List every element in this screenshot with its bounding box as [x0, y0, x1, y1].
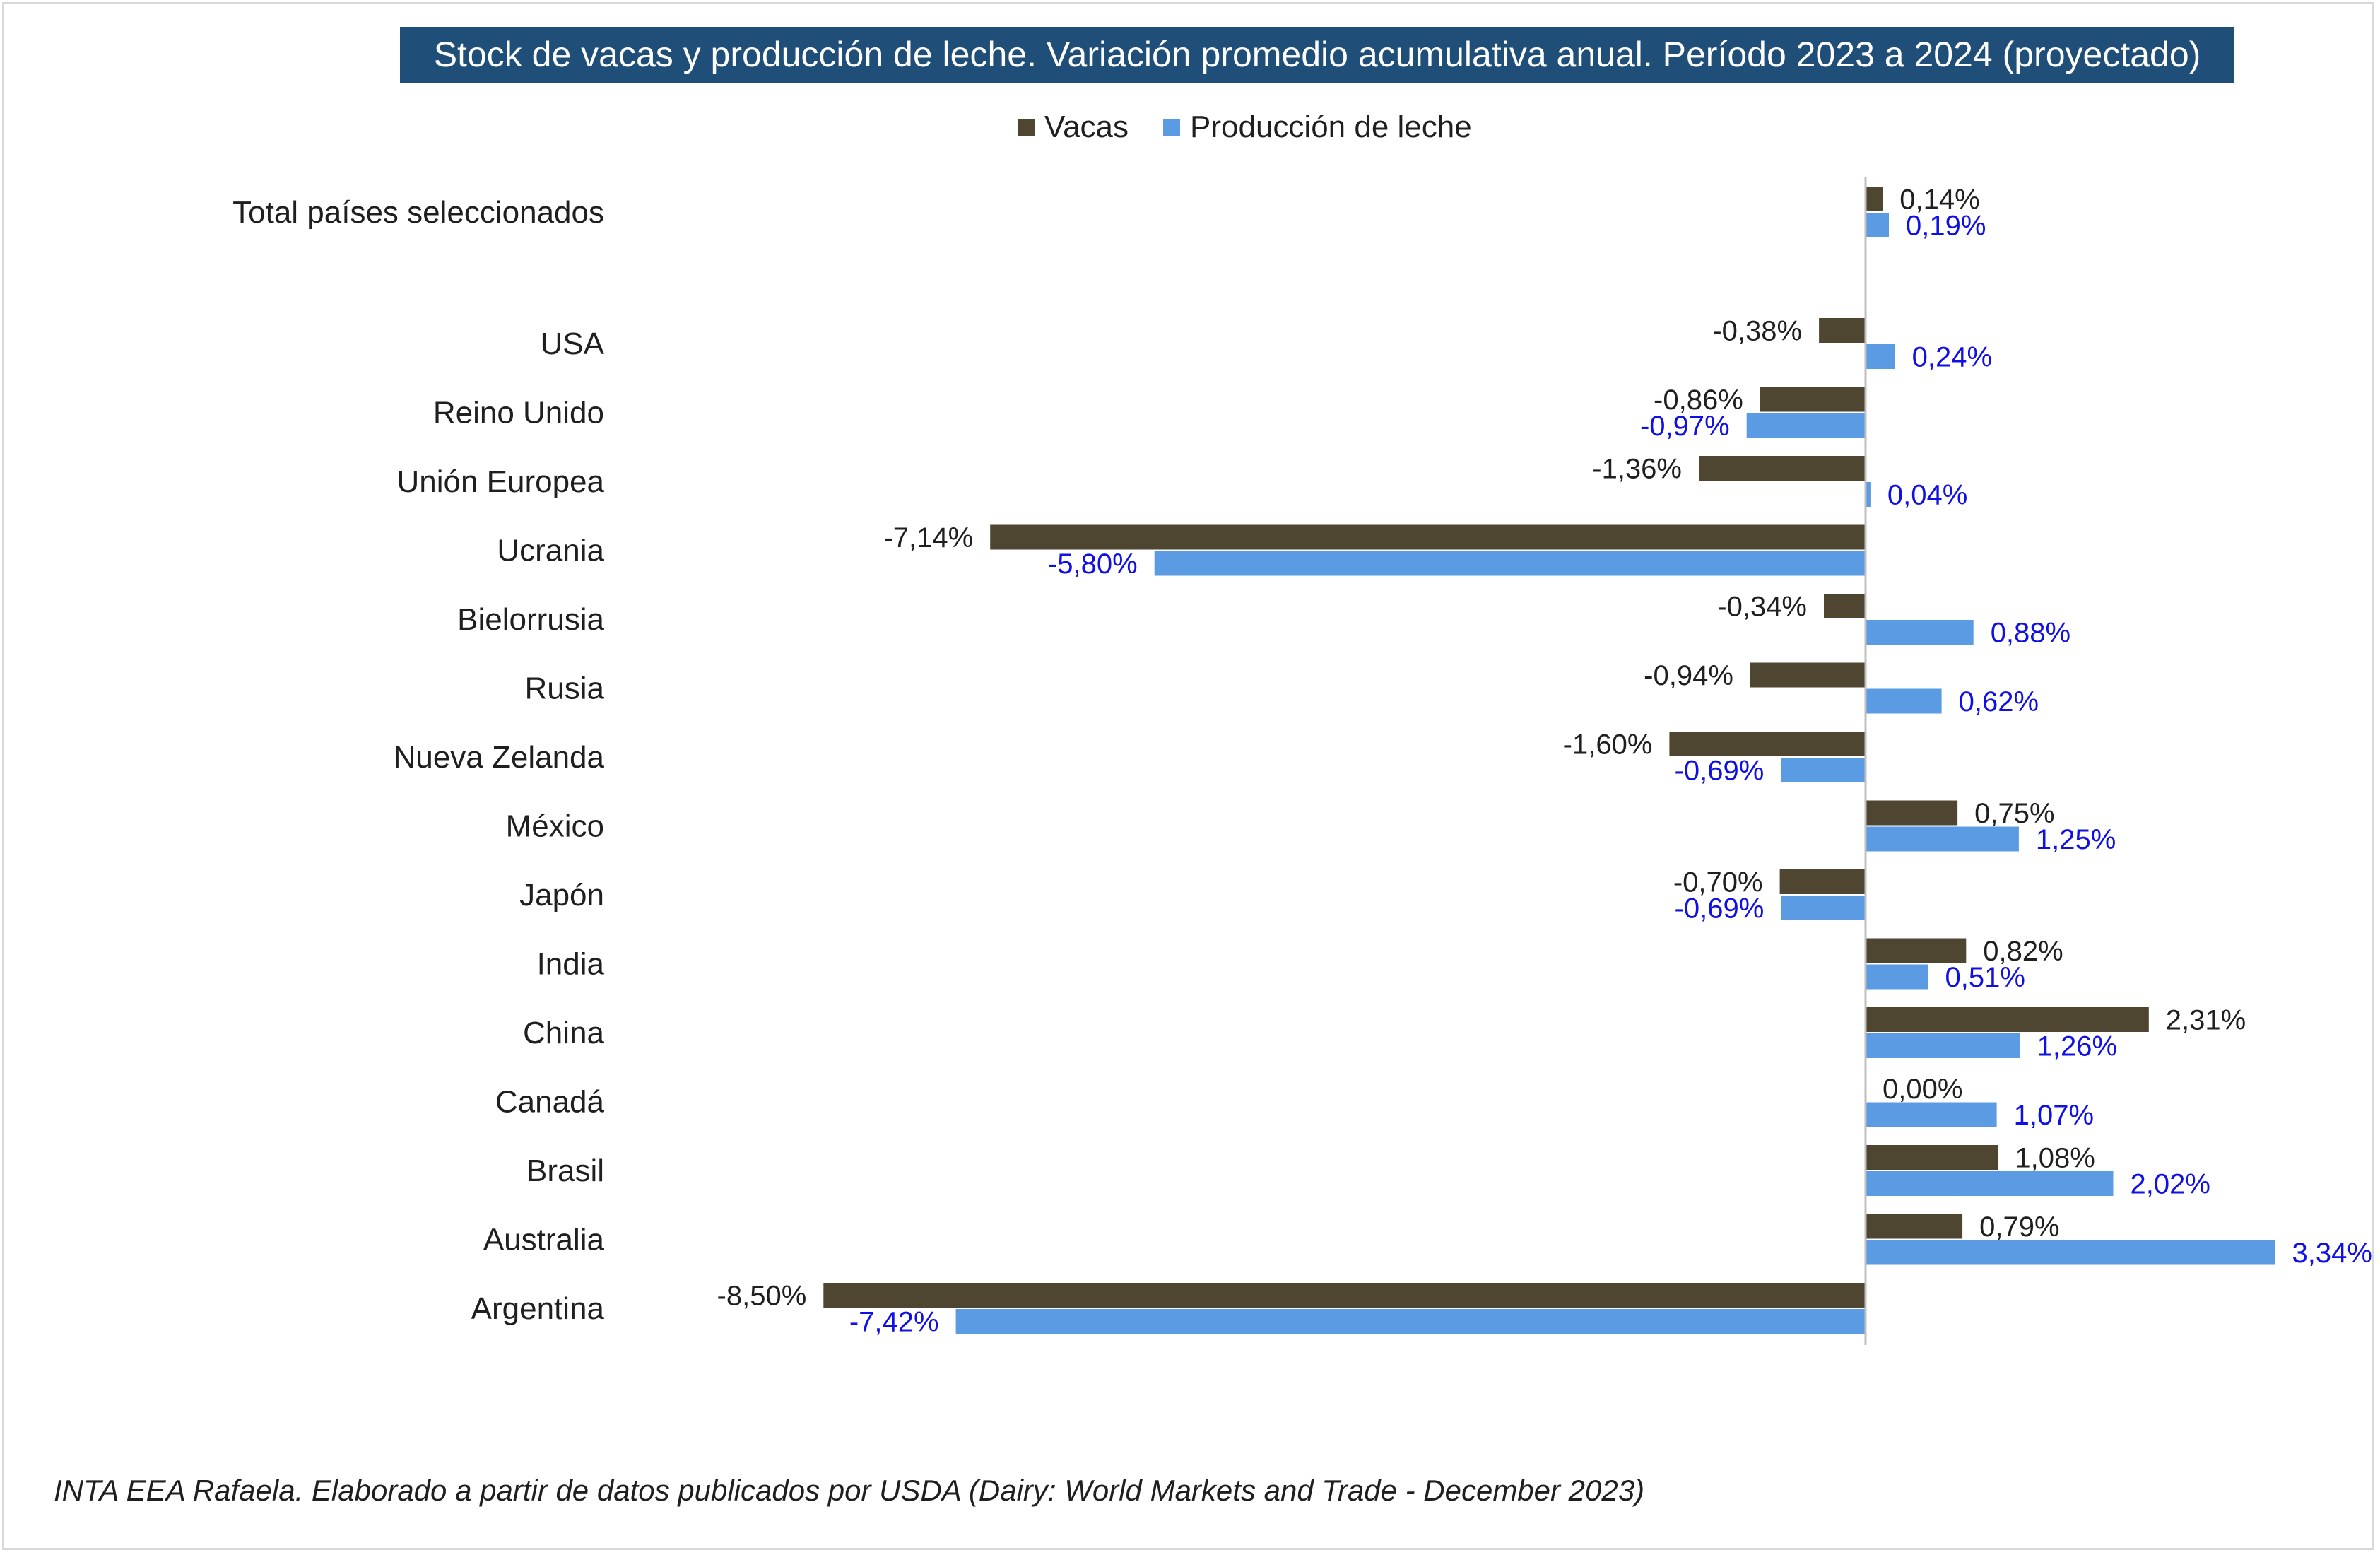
- bar-vacas-argentina: [823, 1283, 1866, 1308]
- bar-produccion-de-leche-bielorrusia: [1866, 620, 1974, 645]
- data-label-vacas-india: 0,82%: [1983, 936, 2063, 967]
- category-label-usa: USA: [541, 327, 605, 361]
- category-label-india: India: [537, 947, 605, 982]
- category-label-china: China: [523, 1016, 604, 1050]
- data-label-produccion-de-leche-china: 1,26%: [2037, 1031, 2117, 1062]
- legend-swatch-produccion-de-leche: [1163, 119, 1180, 136]
- data-label-produccion-de-leche-mexico: 1,25%: [2036, 824, 2116, 855]
- category-label-union-europea: Unión Europea: [396, 464, 604, 499]
- legend-label-vacas: Vacas: [1044, 110, 1129, 144]
- data-label-vacas-reino-unido: -0,86%: [1654, 385, 1743, 416]
- bar-vacas-reino-unido: [1760, 387, 1866, 412]
- data-label-produccion-de-leche-reino-unido: -0,97%: [1640, 411, 1730, 442]
- data-label-vacas-brasil: 1,08%: [2015, 1143, 2095, 1174]
- data-label-vacas-ucrania: -7,14%: [883, 522, 973, 553]
- data-label-produccion-de-leche-usa: 0,24%: [1912, 342, 1992, 373]
- chart-title: Stock de vacas y producción de leche. Va…: [434, 35, 2201, 74]
- data-label-produccion-de-leche-union-europea: 0,04%: [1887, 480, 1967, 511]
- data-label-produccion-de-leche-japon: -0,69%: [1675, 893, 1765, 925]
- bar-produccion-de-leche-ucrania: [1154, 551, 1866, 576]
- data-label-vacas-union-europea: -1,36%: [1592, 454, 1682, 485]
- data-label-vacas-mexico: 0,75%: [1974, 798, 2054, 829]
- footnote: INTA EEA Rafaela. Elaborado a partir de …: [54, 1474, 1645, 1507]
- bar-produccion-de-leche-china: [1866, 1033, 2020, 1058]
- chart-title-background: [400, 27, 2234, 83]
- category-labels: Total países seleccionados USA Reino Unido…: [232, 195, 605, 1326]
- bar-group: [823, 187, 2275, 1334]
- bar-produccion-de-leche-total-paises-seleccionados: [1866, 213, 1889, 237]
- data-label-produccion-de-leche-ucrania: -5,80%: [1048, 548, 1138, 580]
- legend-label-produccion-de-leche: Producción de leche: [1190, 110, 1472, 144]
- data-label-produccion-de-leche-bielorrusia: 0,88%: [1991, 618, 2070, 649]
- data-label-produccion-de-leche-nueva-zelanda: -0,69%: [1675, 756, 1765, 787]
- category-label-canada: Canadá: [495, 1085, 605, 1120]
- bar-vacas-india: [1866, 938, 1967, 963]
- category-label-australia: Australia: [483, 1223, 605, 1257]
- bar-produccion-de-leche-rusia: [1866, 688, 1942, 714]
- data-label-vacas-japon: -0,70%: [1673, 867, 1763, 898]
- data-label-vacas-bielorrusia: -0,34%: [1717, 592, 1807, 623]
- category-label-rusia: Rusia: [525, 671, 605, 706]
- bar-vacas-usa: [1819, 318, 1866, 343]
- bar-produccion-de-leche-union-europea: [1866, 482, 1871, 507]
- category-label-brasil: Brasil: [526, 1154, 604, 1188]
- data-label-vacas-argentina: -8,50%: [717, 1281, 807, 1312]
- category-label-argentina: Argentina: [471, 1291, 605, 1326]
- bar-produccion-de-leche-argentina: [955, 1309, 1866, 1334]
- bar-produccion-de-leche-australia: [1866, 1240, 2275, 1265]
- bar-vacas-rusia: [1750, 662, 1866, 688]
- chart-legend: Vacas Producción de leche: [1018, 110, 1472, 144]
- bar-vacas-nueva-zelanda: [1669, 732, 1866, 756]
- data-label-vacas-nueva-zelanda: -1,60%: [1563, 729, 1653, 761]
- data-label-vacas-china: 2,31%: [2166, 1005, 2246, 1036]
- bar-produccion-de-leche-india: [1866, 964, 1928, 990]
- bar-produccion-de-leche-brasil: [1866, 1171, 2114, 1196]
- data-label-produccion-de-leche-india: 0,51%: [1945, 962, 2025, 993]
- bar-vacas-brasil: [1866, 1145, 1998, 1170]
- data-label-produccion-de-leche-brasil: 2,02%: [2131, 1169, 2210, 1200]
- bar-vacas-mexico: [1866, 800, 1958, 826]
- category-label-mexico: México: [506, 809, 604, 844]
- category-label-nueva-zelanda: Nueva Zelanda: [394, 740, 605, 775]
- data-label-produccion-de-leche-rusia: 0,62%: [1959, 686, 2039, 717]
- legend-swatch-vacas: [1018, 119, 1035, 136]
- data-label-produccion-de-leche-canada: 1,07%: [2014, 1100, 2094, 1131]
- category-label-bielorrusia: Bielorrusia: [457, 602, 604, 637]
- bar-vacas-australia: [1866, 1214, 1963, 1239]
- data-label-vacas-canada: 0,00%: [1883, 1074, 1962, 1105]
- data-labels: 0,14%0,19% -0,38% 0,24% -0,86%-0,97% -1,36% 0…: [717, 184, 2372, 1338]
- bar-vacas-union-europea: [1699, 456, 1866, 481]
- data-label-vacas-total-paises-seleccionados: 0,14%: [1899, 184, 1979, 216]
- category-label-japon: Japón: [519, 878, 604, 913]
- data-label-produccion-de-leche-total-paises-seleccionados: 0,19%: [1906, 211, 1986, 242]
- bar-produccion-de-leche-nueva-zelanda: [1781, 758, 1866, 782]
- bar-vacas-total-paises-seleccionados: [1866, 187, 1883, 211]
- bar-produccion-de-leche-mexico: [1866, 826, 2019, 852]
- bar-vacas-bielorrusia: [1824, 594, 1866, 618]
- bar-produccion-de-leche-usa: [1866, 344, 1895, 369]
- category-label-total-paises-seleccionados: Total países seleccionados: [232, 195, 604, 230]
- bar-produccion-de-leche-reino-unido: [1746, 413, 1866, 438]
- bar-produccion-de-leche-japon: [1781, 896, 1866, 920]
- data-label-vacas-usa: -0,38%: [1712, 316, 1802, 347]
- bar-vacas-china: [1866, 1007, 2149, 1032]
- data-label-vacas-australia: 0,79%: [1979, 1211, 2059, 1243]
- data-label-produccion-de-leche-australia: 3,34%: [2292, 1238, 2372, 1269]
- bar-vacas-ucrania: [990, 524, 1866, 550]
- bar-vacas-japon: [1779, 869, 1866, 894]
- category-label-ucrania: Ucrania: [497, 534, 604, 568]
- data-label-produccion-de-leche-argentina: -7,42%: [849, 1307, 939, 1338]
- category-label-reino-unido: Reino Unido: [433, 396, 604, 430]
- bar-produccion-de-leche-canada: [1866, 1102, 1997, 1127]
- data-label-vacas-rusia: -0,94%: [1644, 660, 1733, 691]
